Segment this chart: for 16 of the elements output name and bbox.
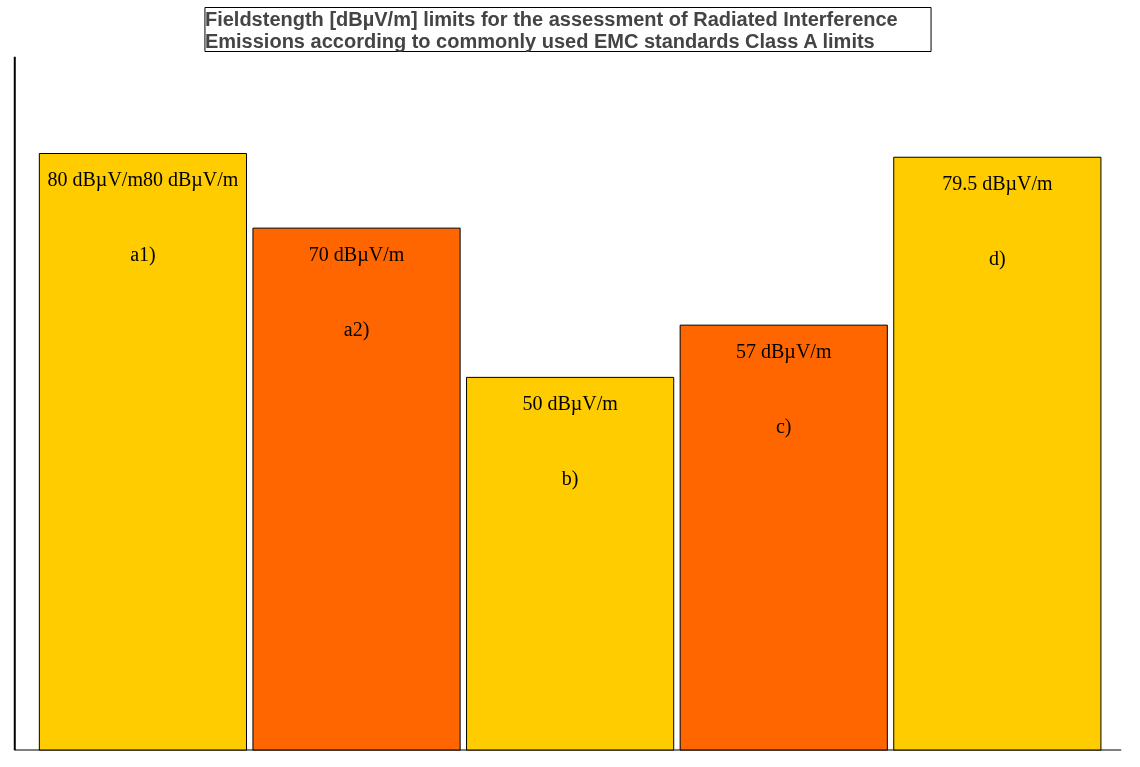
- x-tick-label: a2): [343, 317, 370, 341]
- x-tick-label: d): [989, 246, 1006, 270]
- bar: [38, 153, 248, 751]
- chart-title: Fieldstength [dBµV/m] limits for the assessment of Radiated Interference Emissions according to commonly used EMC standards Class A limits: [204, 7, 898, 52]
- bar: [466, 376, 675, 751]
- x-tick-label: a1): [130, 243, 156, 267]
- bar: [893, 156, 1102, 751]
- x-tick-label: b): [561, 466, 579, 490]
- data-label: 50 dBµV/m: [522, 392, 619, 416]
- bar: [679, 324, 888, 751]
- data-label: 57 dBµV/m: [736, 340, 832, 364]
- data-label: 70 dBµV/m: [308, 243, 405, 267]
- data-label: 79.5 dBµV/m: [942, 172, 1053, 196]
- x-tick-label: c): [775, 414, 792, 438]
- bar: [252, 227, 461, 751]
- data-label: 80 dBµV/m80 dBµV/m: [47, 168, 239, 192]
